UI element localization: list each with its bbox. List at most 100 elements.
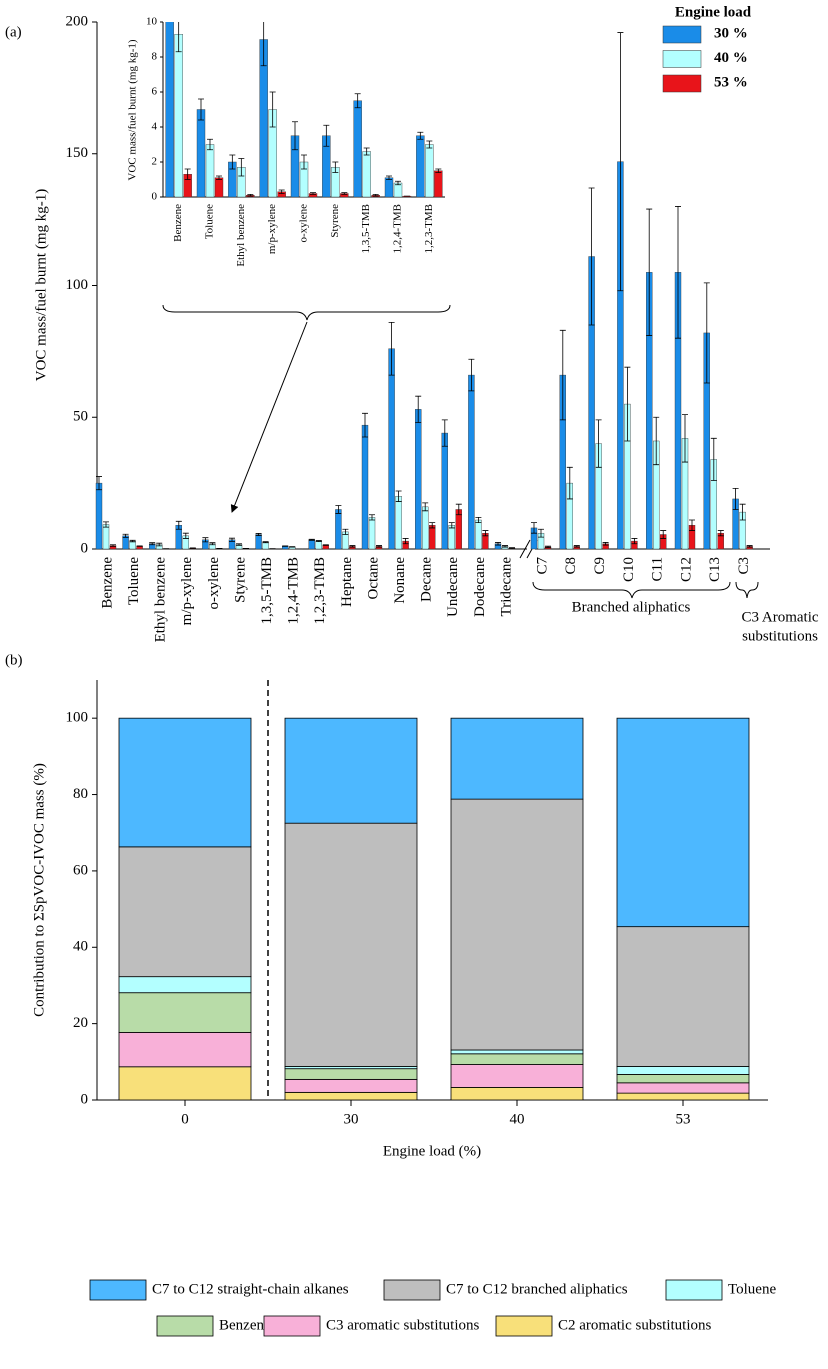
bar (308, 539, 315, 550)
bar (388, 348, 395, 550)
legend-swatch (662, 50, 702, 68)
error-bar (653, 416, 660, 466)
bar-segment (118, 1032, 252, 1068)
error-bar (255, 533, 262, 536)
inset-bar (353, 100, 362, 198)
x-tick-label: 53 (676, 1111, 691, 1127)
legend-swatch (89, 1279, 147, 1301)
legend-swatch (662, 74, 702, 93)
error-bar (372, 193, 379, 197)
error-bar (710, 437, 717, 481)
bar-segment (284, 717, 418, 824)
bar-segment (284, 1078, 418, 1093)
error-bar (395, 180, 401, 186)
inset-y-tick-label: 2 (152, 156, 158, 168)
bar-segment (118, 717, 252, 848)
error-bar (475, 516, 482, 524)
inset-x-tick-label: Ethyl benzene (235, 204, 247, 267)
legend-label: C2 aromatic substitutions (558, 1317, 711, 1333)
error-bar (602, 542, 609, 546)
error-bar (149, 542, 156, 546)
x-tick-label: 1,3,5-TMB (259, 557, 275, 625)
error-bar (566, 466, 573, 500)
error-bar (184, 168, 191, 180)
error-bar (545, 545, 551, 549)
error-bar (354, 93, 361, 109)
inset-x-tick-label: 1,2,4-TMB (392, 204, 404, 254)
bar-segment (450, 1049, 584, 1055)
error-bar (260, 22, 267, 67)
error-bar (175, 22, 182, 53)
annotation: substitutions (742, 628, 818, 644)
y-tick-label: 0 (81, 540, 89, 556)
bracket (735, 581, 759, 599)
inset-y-label: VOC mass/fuel burnt (mg kg-1) (127, 39, 139, 180)
inset-bar (416, 135, 425, 198)
y-tick-label: 50 (73, 409, 88, 425)
error-bar (502, 545, 508, 548)
bar (335, 509, 342, 550)
error-bar (122, 533, 129, 538)
error-bar (386, 175, 392, 180)
error-bar (435, 168, 442, 173)
bar (395, 496, 402, 550)
error-bar (426, 140, 433, 149)
inset-bar (384, 177, 394, 198)
error-bar (417, 131, 424, 140)
error-bar (202, 537, 209, 543)
error-bar (262, 541, 269, 544)
x-tick-label: Toluene (126, 557, 142, 605)
bar-segment (450, 717, 584, 800)
inset-y-tick-label: 8 (152, 51, 158, 63)
error-bar (422, 502, 429, 512)
error-bar (278, 189, 285, 194)
x-tick-label: o-xylene (206, 557, 222, 610)
error-bar (129, 539, 136, 543)
x-tick-label: C13 (707, 557, 723, 582)
x-tick-label: Tridecane (498, 557, 514, 617)
panel-label: (a) (5, 24, 22, 40)
bar (441, 432, 448, 550)
error-bar (395, 490, 402, 502)
error-bar (732, 487, 739, 510)
error-bar (682, 414, 688, 463)
error-bar (441, 419, 448, 447)
x-tick-label: Nonane (392, 557, 408, 604)
legend-swatch (263, 1315, 321, 1337)
legend-label: C7 to C12 straight-chain alkanes (152, 1281, 349, 1297)
error-bar (136, 545, 143, 547)
bar-segment (284, 1068, 418, 1080)
bar (262, 541, 269, 550)
x-tick-label: 30 (344, 1111, 359, 1127)
inset-x-tick-label: o-xylene (298, 204, 310, 243)
bar-segment (616, 717, 750, 928)
inset-bar (362, 151, 371, 198)
error-bar (746, 545, 753, 548)
error-bar (207, 138, 213, 151)
inset-y-tick-label: 4 (152, 121, 158, 133)
error-bar (341, 192, 348, 195)
x-tick-label: C3 (736, 557, 752, 575)
inset-bar (165, 22, 174, 198)
inset-x-tick-label: 1,3,5-TMB (360, 204, 372, 254)
error-bar (468, 358, 475, 392)
error-bar (559, 329, 566, 421)
x-tick-label: Undecane (445, 557, 461, 617)
error-bar (335, 505, 342, 514)
error-bar (415, 395, 422, 423)
error-bar (209, 542, 216, 546)
error-bar (310, 192, 316, 195)
y-tick-label: 80 (73, 786, 88, 802)
y-tick-label: 200 (66, 13, 89, 29)
error-bar (96, 476, 102, 491)
error-bar (156, 542, 163, 547)
inset-bar (434, 170, 443, 198)
error-bar (189, 547, 196, 549)
error-bar (388, 321, 395, 376)
bar-segment (450, 798, 584, 1051)
error-bar (301, 154, 307, 170)
bar (422, 506, 429, 550)
error-bar (363, 147, 370, 156)
x-tick-label: Benzene (99, 557, 115, 609)
